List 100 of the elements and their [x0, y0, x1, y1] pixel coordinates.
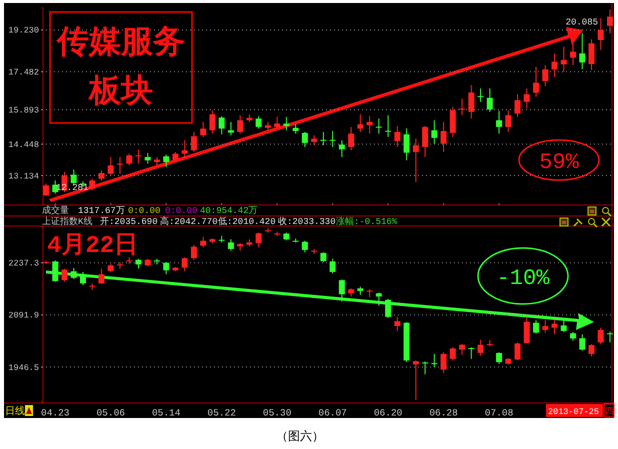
x-tick-label: 07.08	[484, 408, 514, 419]
candlestick	[172, 151, 178, 163]
candlestick	[52, 260, 58, 282]
y-tick-label: 14.448	[8, 140, 39, 150]
candlestick	[486, 88, 493, 112]
candlestick	[320, 252, 326, 263]
x-tick-label: 05.06	[96, 408, 126, 419]
text: （图六）	[276, 429, 324, 444]
candlestick	[385, 114, 392, 138]
text: 收:2033.330	[278, 216, 336, 227]
y-tick-label: 1946.5	[8, 362, 39, 373]
candlestick	[496, 352, 502, 364]
x-tick-label: 06.07	[318, 408, 347, 419]
x-tick-label: 06.28	[429, 408, 458, 419]
text: 0:0.00	[165, 206, 198, 216]
candlestick	[292, 124, 299, 134]
candlestick	[478, 339, 484, 356]
candlestick	[135, 149, 142, 164]
annotation: 4月22日	[47, 233, 138, 260]
candlestick	[163, 154, 170, 168]
candlestick	[422, 360, 428, 375]
candlestick	[496, 110, 502, 134]
candlestick	[283, 116, 290, 131]
candlestick	[163, 262, 170, 275]
x-tick-label: 06.20	[374, 408, 403, 419]
candlestick	[431, 353, 438, 368]
candlestick	[404, 128, 410, 161]
candlestick	[228, 238, 234, 252]
candlestick	[366, 116, 373, 134]
x-tick-label: 05.14	[152, 408, 181, 419]
candlestick	[478, 88, 484, 102]
candlestick	[320, 131, 326, 146]
candlestick	[542, 320, 548, 334]
candlestick	[190, 244, 197, 260]
candlestick	[560, 320, 567, 332]
x-tick-label: 05.22	[207, 408, 236, 419]
candlestick	[505, 110, 512, 132]
candlestick	[70, 267, 77, 280]
candlestick	[552, 52, 558, 78]
candlestick	[468, 346, 474, 360]
candlestick	[144, 152, 151, 164]
x-tick-label: 04.23	[40, 408, 70, 419]
candlestick	[450, 346, 456, 361]
candlestick	[338, 278, 345, 302]
candlestick	[514, 94, 521, 118]
candlestick	[209, 110, 216, 134]
candlestick	[542, 64, 548, 87]
candlestick	[80, 271, 86, 286]
candlestick	[237, 114, 244, 134]
candlestick	[330, 130, 336, 148]
x-tick-label: 05.30	[262, 408, 292, 419]
candlestick	[98, 268, 104, 285]
candlestick	[431, 120, 438, 144]
annotation: -10%	[496, 266, 550, 291]
candlestick	[440, 352, 447, 374]
text: 0:0.00	[128, 206, 160, 216]
candlestick	[412, 360, 419, 400]
candlestick	[302, 131, 308, 148]
candlestick	[394, 126, 400, 148]
text: 40:954.42万	[200, 206, 258, 216]
candlestick	[598, 327, 604, 345]
candlestick	[357, 114, 364, 132]
candlestick	[394, 316, 400, 332]
annotation: 20.085	[566, 18, 598, 28]
candlestick	[302, 240, 308, 253]
candlestick	[43, 183, 49, 196]
y-tick-label: 19.230	[8, 26, 39, 36]
candlestick	[607, 331, 613, 343]
candlestick	[385, 298, 392, 318]
text: 日线	[5, 405, 25, 418]
candlestick	[607, 9, 613, 34]
candlestick	[52, 180, 58, 194]
y-tick-label: 13.134	[8, 171, 39, 182]
text: 四	[605, 407, 614, 417]
candlestick	[126, 153, 132, 166]
y-tick-label: 2237.3	[8, 258, 39, 268]
text: 1317.67万	[78, 206, 125, 216]
candlestick	[468, 84, 474, 120]
candlestick	[182, 256, 188, 272]
candlestick	[376, 118, 382, 134]
candlestick	[200, 121, 206, 138]
candlestick	[135, 258, 142, 270]
candlestick	[256, 232, 262, 248]
candlestick	[560, 46, 567, 72]
candlestick	[348, 126, 354, 151]
candlestick	[459, 344, 466, 356]
candlestick	[524, 316, 530, 344]
candlestick	[98, 170, 104, 181]
candlestick	[274, 116, 280, 130]
candlestick	[182, 140, 188, 158]
candlestick	[588, 38, 595, 71]
candlestick	[256, 116, 262, 130]
candlestick	[588, 344, 595, 357]
text: 上证指数K线	[42, 216, 92, 227]
text: 传媒服务板块	[55, 25, 185, 111]
candlestick	[598, 18, 604, 51]
candlestick	[311, 134, 318, 146]
candlestick	[579, 32, 586, 70]
text: 涨幅:-0.516%	[336, 216, 398, 227]
candlestick	[570, 42, 576, 66]
